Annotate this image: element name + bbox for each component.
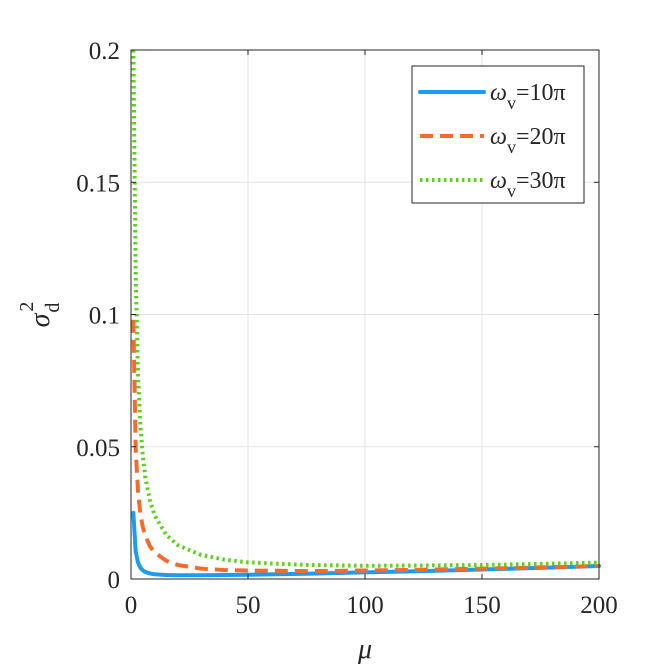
y-tick-label: 0: [108, 567, 121, 594]
legend-label: ωv=10π: [490, 80, 566, 113]
x-tick-label: 50: [236, 592, 261, 619]
y-tick-label: 0.15: [76, 170, 120, 197]
legend-label-subscript: v: [507, 137, 516, 157]
legend-label-subscript: v: [507, 181, 516, 201]
legend-label-symbol: ω: [490, 80, 507, 106]
x-tick-label: 0: [125, 592, 138, 619]
legend-label-subscript: v: [507, 93, 516, 113]
axis-ticks: [130, 49, 600, 580]
legend-label-symbol: ω: [490, 168, 507, 194]
y-tick-label: 0.2: [89, 38, 120, 65]
series-line-2: [131, 319, 600, 574]
y-axis-label-superscript: 2: [16, 302, 38, 312]
x-tick-label: 150: [463, 592, 501, 619]
y-tick-label: 0.05: [76, 435, 120, 462]
legend-item: ωv=30π: [420, 168, 566, 201]
legend-label-value: =30π: [516, 168, 566, 194]
y-axis-label-symbol: σ: [25, 312, 56, 327]
legend-item: ωv=10π: [418, 80, 566, 113]
legend-label: ωv=30π: [490, 168, 566, 201]
y-axis-label: σ2 d: [16, 302, 64, 328]
x-tick-label: 100: [346, 592, 384, 619]
y-axis-label-subscript: d: [42, 303, 64, 313]
legend-item: ωv=20π: [420, 124, 566, 157]
legend-label-value: =20π: [516, 124, 566, 150]
series-line-3: [131, 49, 600, 568]
series-layer: [131, 49, 601, 578]
svg-text:σ2d: σ2 d: [16, 302, 64, 328]
legend-label: ωv=20π: [490, 124, 566, 157]
x-axis-label: μ: [357, 634, 372, 664]
legend-label-symbol: ω: [490, 124, 507, 150]
legend-label-value: =10π: [516, 80, 566, 106]
y-tick-label: 0.1: [89, 303, 120, 330]
x-tick-label: 200: [580, 592, 618, 619]
